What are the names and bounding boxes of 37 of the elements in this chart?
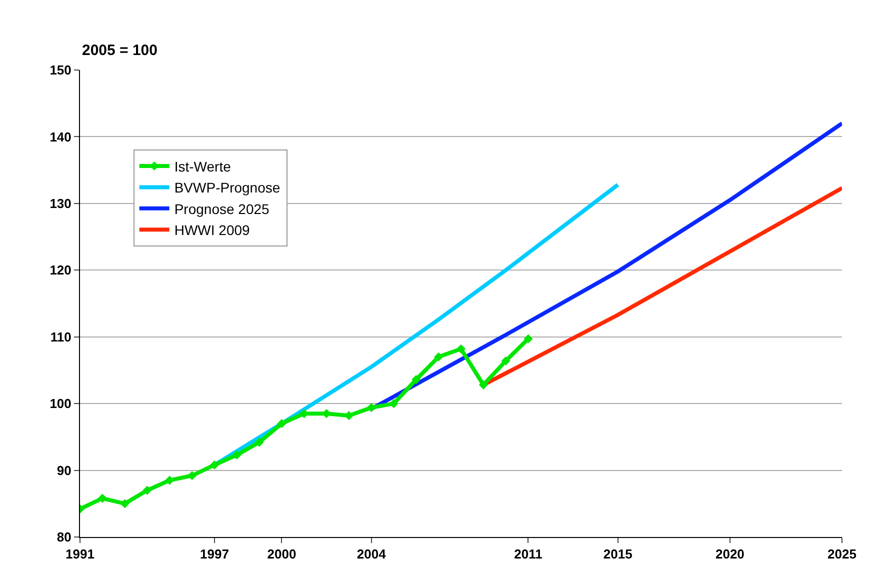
- x-tick-label: 1997: [200, 546, 229, 562]
- point: [389, 399, 398, 408]
- legend-label: HWWI 2009: [174, 222, 250, 238]
- x-tick-label: 2025: [828, 546, 856, 562]
- legend-label: Prognose 2025: [174, 200, 270, 217]
- point: [232, 450, 242, 460]
- point: [98, 494, 107, 503]
- x-tick-label: 2011: [514, 546, 542, 562]
- y-tick-label: 110: [50, 329, 72, 344]
- point: [188, 471, 197, 480]
- point: [501, 356, 510, 366]
- point: [277, 419, 286, 428]
- x-tick-label: 1991: [66, 546, 94, 562]
- point: [120, 499, 130, 508]
- y-tick-label: 100: [50, 396, 72, 412]
- point: [254, 438, 264, 447]
- point: [478, 380, 488, 390]
- y-tick-label: 90: [56, 462, 72, 478]
- x-tick-label: 2015: [603, 546, 632, 562]
- point: [456, 344, 466, 354]
- point: [142, 486, 152, 495]
- point: [210, 460, 220, 470]
- x-tick-label: 2004: [356, 546, 387, 562]
- legend-label: BVWP-Prognose: [174, 180, 280, 196]
- y-tick-label: 140: [50, 129, 72, 144]
- point: [412, 375, 421, 384]
- legend-label: Ist-Werte: [174, 158, 232, 174]
- y-axis-title: 2005 = 100: [82, 42, 158, 59]
- x-tick-label: 2000: [267, 546, 296, 562]
- point: [366, 403, 376, 412]
- y-tick-label: 130: [50, 196, 72, 211]
- x-tick-label: 2020: [715, 546, 744, 562]
- y-tick-label: 120: [50, 262, 72, 278]
- y-tick-label: 80: [56, 530, 72, 545]
- point: [434, 352, 444, 362]
- y-tick-label: 150: [50, 62, 72, 78]
- point: [524, 334, 533, 344]
